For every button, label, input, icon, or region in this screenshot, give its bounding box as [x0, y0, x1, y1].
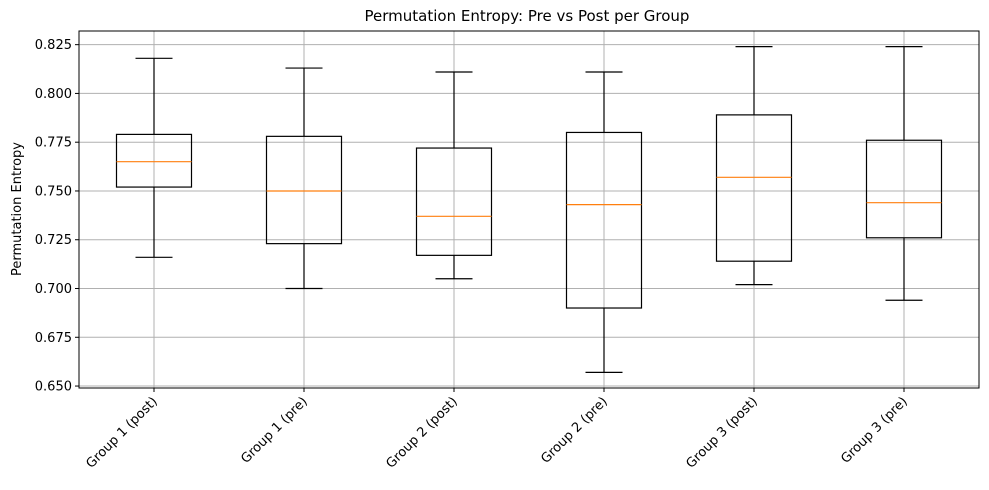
y-tick-label: 0.700 [35, 282, 72, 297]
x-tick-label: Group 1 (post) [84, 394, 161, 471]
x-tick-label: Group 1 (pre) [238, 394, 311, 467]
x-tick-label: Group 3 (pre) [838, 394, 911, 467]
chart-title: Permutation Entropy: Pre vs Post per Gro… [365, 7, 690, 25]
box-3 [415, 71, 493, 280]
grid-layer [79, 31, 979, 388]
y-tick-label: 0.825 [35, 38, 72, 53]
y-tick-label: 0.775 [35, 136, 72, 151]
y-tick-label: 0.675 [35, 331, 72, 346]
box-1 [115, 57, 193, 258]
iqr-box [565, 131, 643, 309]
box-2 [265, 67, 343, 290]
iqr-box [715, 114, 793, 262]
plot-frame [78, 30, 980, 389]
x-tick-label: Group 2 (pre) [538, 394, 611, 467]
iqr-box [115, 133, 193, 188]
iqr-box [865, 139, 943, 239]
iqr-box [415, 147, 493, 256]
box-6 [865, 46, 943, 301]
y-tick-label: 0.725 [35, 233, 72, 248]
box-4 [565, 71, 643, 373]
x-tick-label: Group 2 (post) [384, 394, 461, 471]
y-tick-label: 0.800 [35, 87, 72, 102]
y-tick-label: 0.750 [35, 184, 72, 199]
y-tick-label: 0.650 [35, 380, 72, 395]
box-layer [115, 46, 943, 373]
y-axis-label: Permutation Entropy [10, 142, 25, 276]
axis-layer: 0.650 0.675 0.700 0.725 0.750 0.775 0.800 0.825… [35, 30, 980, 472]
iqr-box [265, 135, 343, 245]
box-5 [715, 46, 793, 286]
x-tick-label: Group 3 (post) [684, 394, 761, 471]
